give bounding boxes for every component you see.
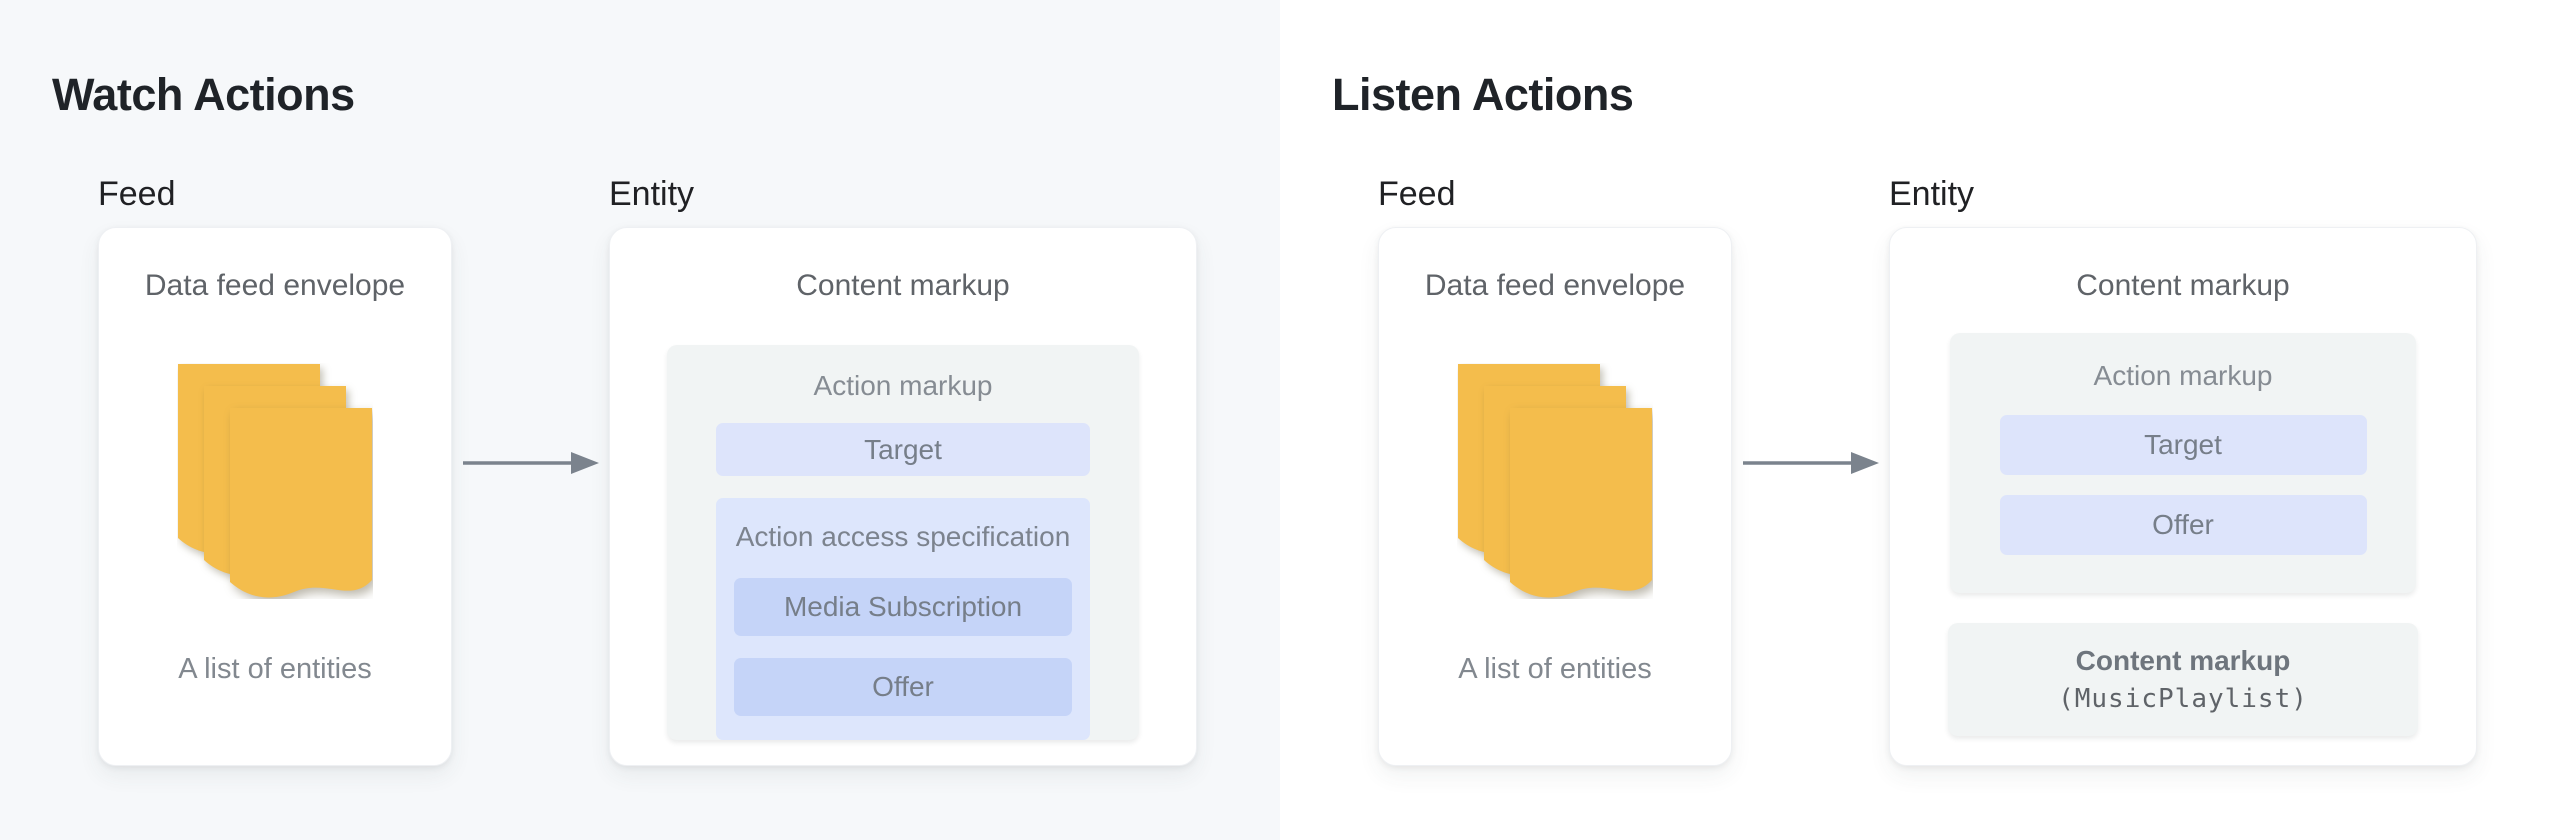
listen-diagram-row: Feed Data feed envelope A list of entiti… [1378, 174, 2560, 766]
watch-arrow-slot [452, 450, 609, 476]
watch-feed-label: Feed [98, 175, 176, 213]
action-markup-label: Action markup [813, 370, 993, 401]
action-markup-box: Action markup Target Offer [1950, 333, 2416, 593]
listen-entity-card: Content markup Action markup Target Offe… [1889, 227, 2477, 766]
watch-feed-card: Data feed envelope A list of entities [98, 227, 452, 766]
watch-entity-card: Content markup Action markup Target Acti… [609, 227, 1197, 766]
watch-feed-column: Feed Data feed envelope A list of entiti… [98, 174, 452, 766]
action-access-specification-label: Action access specification [735, 521, 1071, 552]
listen-entity-column: Entity Content markup Action markup Targ… [1889, 174, 2477, 766]
listen-feed-label: Feed [1378, 175, 1456, 213]
arrow-right-icon [462, 452, 599, 474]
entity-card-title: Content markup [796, 269, 1010, 302]
content-markup-box-title: Content markup [2075, 644, 2291, 676]
listen-entity-label: Entity [1889, 175, 1975, 213]
listen-panel-title: Listen Actions [1332, 69, 1634, 120]
watch-panel-title: Watch Actions [52, 69, 355, 120]
watch-diagram-row: Feed Data feed envelope A list of entiti… [98, 174, 1280, 766]
target-box: Target [1999, 415, 2367, 475]
listen-actions-panel: Listen Actions Feed Data feed envelope A… [1280, 0, 2560, 840]
listen-feed-card: Data feed envelope A list of entities [1378, 227, 1732, 766]
action-markup-box: Action markup Target Action access speci… [667, 345, 1139, 740]
offer-box: Offer [1999, 495, 2367, 555]
watch-entity-column: Entity Content markup Action markup Targ… [609, 174, 1197, 766]
feed-card-caption: A list of entities [1458, 653, 1652, 685]
feed-card-caption: A list of entities [178, 653, 372, 685]
feed-card-title: Data feed envelope [144, 269, 406, 302]
action-markup-label: Action markup [2093, 360, 2273, 391]
listen-feed-column: Feed Data feed envelope A list of entiti… [1378, 174, 1732, 766]
listen-arrow-slot [1732, 450, 1889, 476]
feed-card-title: Data feed envelope [1424, 269, 1686, 302]
offer-box: Offer [734, 658, 1072, 716]
content-markup-box-type: (MusicPlaylist) [2058, 683, 2308, 714]
entity-card-title: Content markup [2076, 269, 2290, 302]
media-subscription-box: Media Subscription [734, 578, 1072, 636]
content-markup-musicplaylist-box: Content markup (MusicPlaylist) [1948, 623, 2418, 736]
stacked-pages-icon [1458, 364, 1652, 598]
watch-actions-panel: Watch Actions Feed Data feed envelope A … [52, 69, 1280, 766]
arrow-right-icon [1742, 452, 1879, 474]
stacked-pages-icon [178, 364, 372, 598]
action-access-specification-box: Action access specification Media Subscr… [716, 498, 1090, 740]
watch-entity-label: Entity [609, 175, 695, 213]
target-box: Target [716, 423, 1090, 476]
